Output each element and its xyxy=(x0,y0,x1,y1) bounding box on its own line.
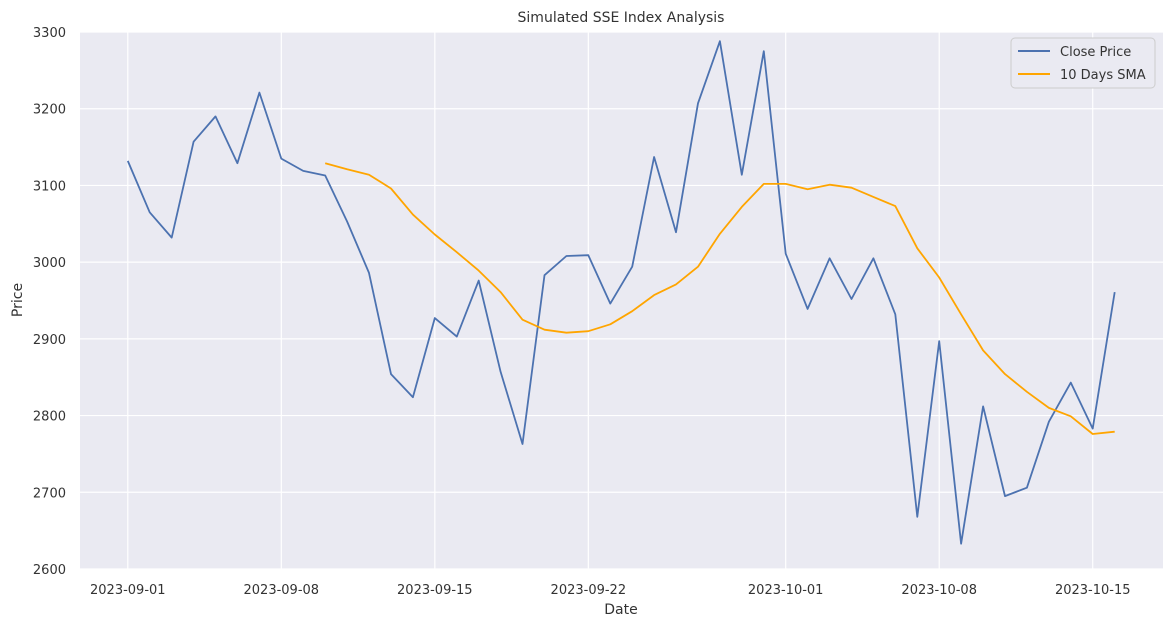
series-lines xyxy=(126,40,1116,545)
series-line-10-days-sma xyxy=(324,162,1115,435)
legend: Close Price 10 Days SMA xyxy=(1010,37,1156,89)
x-tick-label-2023-09-01: 2023-09-01 xyxy=(90,583,166,598)
x-tick-label-2023-10-15: 2023-10-15 xyxy=(1055,583,1131,598)
y-axis-label: Price xyxy=(10,283,26,317)
y-tick-label-2700: 2700 xyxy=(33,486,66,501)
y-tick-label-2900: 2900 xyxy=(33,333,66,348)
tick-labels: 2600 2700 2800 2900 3000 3100 3200 3300 2023-09-… xyxy=(33,26,1131,598)
y-tick-label-3100: 3100 xyxy=(33,179,66,194)
y-tick-label-2800: 2800 xyxy=(33,410,66,425)
y-tick-label-3200: 3200 xyxy=(33,103,66,118)
y-tick-label-2600: 2600 xyxy=(33,563,66,578)
x-axis-label: Date xyxy=(604,602,637,618)
x-tick-label-2023-10-01: 2023-10-01 xyxy=(748,583,824,598)
x-tick-label-2023-09-22: 2023-09-22 xyxy=(551,583,627,598)
series-line-close-price xyxy=(126,40,1116,545)
chart-title: Simulated SSE Index Analysis xyxy=(518,10,725,26)
x-tick-label-2023-09-08: 2023-09-08 xyxy=(244,583,320,598)
x-tick-label-2023-10-08: 2023-10-08 xyxy=(901,583,977,598)
y-tick-label-3000: 3000 xyxy=(33,256,66,271)
gridlines xyxy=(80,31,1163,570)
plot-area xyxy=(80,32,1163,569)
y-tick-label-3300: 3300 xyxy=(33,26,66,41)
legend-label-10-days-sma: 10 Days SMA xyxy=(1060,68,1146,83)
legend-label-close-price: Close Price xyxy=(1060,45,1131,60)
x-tick-label-2023-09-15: 2023-09-15 xyxy=(397,583,473,598)
